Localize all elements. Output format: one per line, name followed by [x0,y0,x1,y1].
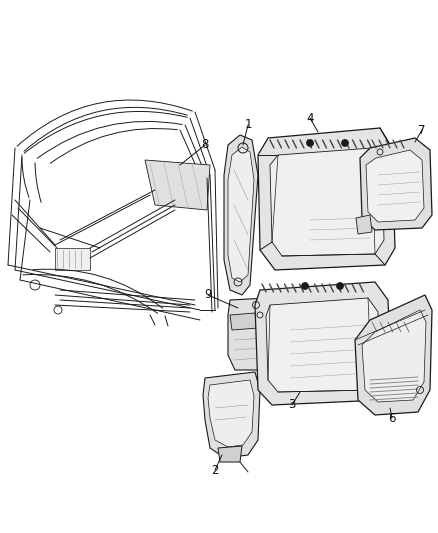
Polygon shape [228,298,272,370]
Text: 1: 1 [244,118,252,132]
Polygon shape [366,150,424,222]
Polygon shape [145,160,210,210]
Circle shape [307,140,314,147]
Polygon shape [362,310,426,402]
Text: 3: 3 [288,399,296,411]
Text: 8: 8 [201,139,208,151]
Polygon shape [266,298,381,392]
Polygon shape [230,313,258,330]
Polygon shape [270,148,384,256]
Polygon shape [355,295,432,415]
Text: 4: 4 [306,111,314,125]
Text: 9: 9 [204,288,212,302]
Polygon shape [218,446,242,462]
Polygon shape [356,215,372,234]
Polygon shape [55,248,90,270]
Polygon shape [228,147,254,282]
Text: 6: 6 [388,411,396,424]
Text: 7: 7 [418,124,426,136]
Circle shape [301,282,308,289]
Polygon shape [255,282,392,405]
Circle shape [336,282,343,289]
Polygon shape [203,372,260,458]
Text: 2: 2 [211,464,219,477]
Polygon shape [258,128,395,270]
Circle shape [342,140,349,147]
Polygon shape [360,138,432,230]
Polygon shape [224,135,258,295]
Polygon shape [208,380,254,447]
